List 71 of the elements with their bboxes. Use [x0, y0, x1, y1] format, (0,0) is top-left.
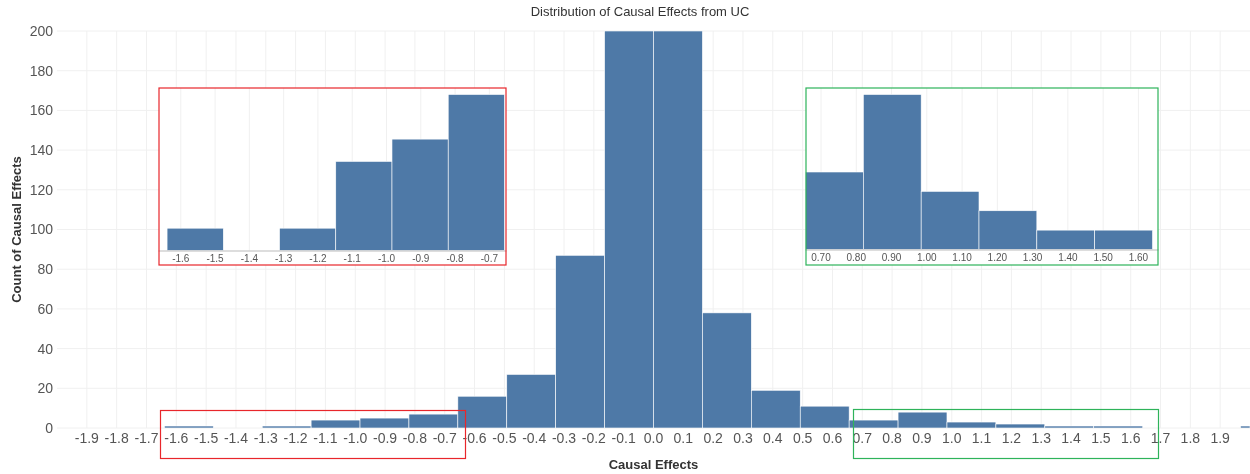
x-tick-label: 1.9: [1210, 430, 1231, 446]
x-tick-label: -1.6: [164, 430, 189, 446]
x-tick-label: -1.1: [343, 252, 361, 263]
x-tick-label: 0.70: [810, 251, 831, 262]
x-tick-label: 0.3: [733, 430, 753, 446]
x-tick-label: 1.50: [1092, 251, 1113, 262]
x-tick-label: 1.2: [1001, 430, 1022, 446]
x-tick-label: -0.8: [445, 252, 464, 263]
x-tick-label: -0.9: [373, 430, 398, 446]
x-tick-label: 0.9: [912, 430, 932, 446]
x-tick-label: 0.8: [882, 430, 903, 446]
x-tick-label: 1.5: [1091, 430, 1111, 446]
x-tick-label: -1.3: [253, 430, 279, 446]
x-tick-label: -0.2: [581, 430, 607, 446]
x-tick-label: -1.0: [343, 430, 368, 446]
x-tick-label: 1.30: [1022, 251, 1043, 262]
x-tick-label: -1.9: [74, 430, 100, 446]
x-tick-label: -0.4: [522, 430, 547, 446]
x-tick-label: 0.6: [822, 430, 843, 446]
x-tick-label: -1.7: [134, 430, 159, 446]
x-tick-label: -1.5: [194, 430, 219, 446]
x-tick-label: -0.7: [432, 430, 457, 446]
x-tick-label: 1.4: [1061, 430, 1081, 446]
x-tick-label: 1.10: [951, 251, 972, 262]
x-tick-label: -1.1: [313, 430, 338, 446]
y-tick-label: 60: [37, 300, 54, 317]
x-tick-label: 1.40: [1057, 251, 1078, 262]
x-tick-label: 1.0: [942, 430, 962, 446]
x-tick-label: -0.5: [492, 430, 517, 446]
x-tick-label: -0.3: [551, 430, 577, 446]
x-tick-label: -0.9: [411, 252, 430, 263]
y-tick-label: 20: [37, 380, 54, 397]
x-tick-label: 0.2: [703, 430, 724, 446]
y-axis-title: Count of Causal Effects: [9, 156, 24, 303]
bar: [166, 227, 224, 250]
x-tick-label: 1.3: [1031, 430, 1052, 446]
y-tick-label: 0: [45, 419, 54, 436]
x-axis-title: Causal Effects: [608, 457, 699, 472]
x-tick-label: 0.1: [673, 430, 694, 446]
x-tick-label: 1.6: [1120, 430, 1141, 446]
x-tick-label: 1.60: [1128, 251, 1149, 262]
x-tick-label: 1.20: [987, 251, 1008, 262]
x-tick-label: -1.2: [308, 252, 327, 263]
x-tick-label: 0.5: [792, 430, 813, 446]
x-tick-label: -1.6: [171, 252, 190, 263]
y-tick-label: 140: [29, 142, 54, 158]
y-tick-label: 180: [29, 62, 54, 79]
x-tick-label: -1.5: [205, 252, 224, 263]
x-tick-label: 1.00: [916, 251, 937, 262]
x-tick-label: -0.7: [480, 252, 498, 263]
x-tick-label: 0.80: [846, 251, 866, 262]
x-tick-label: 0.4: [763, 430, 783, 446]
y-tick-label: 80: [37, 261, 54, 278]
y-tick-label: 160: [29, 102, 54, 119]
chart-title: Distribution of Causal Effects from UC: [530, 4, 750, 19]
x-tick-label: -1.4: [223, 430, 249, 446]
y-tick-label: 200: [29, 22, 54, 39]
y-tick-label: 100: [29, 221, 54, 238]
x-tick-label: 1.8: [1180, 430, 1201, 446]
y-tick-label: 40: [37, 340, 54, 357]
x-tick-label: 0.0: [643, 430, 664, 446]
x-tick-label: -1.8: [104, 430, 129, 446]
x-tick-label: 1.1: [971, 430, 992, 446]
x-tick-label: -1.4: [240, 252, 258, 263]
x-tick-label: 0.90: [881, 251, 902, 262]
y-tick-label: 120: [29, 181, 54, 198]
x-tick-label: -1.3: [274, 252, 293, 263]
x-tick-label: -1.2: [283, 430, 308, 446]
x-tick-label: -0.1: [611, 430, 636, 446]
x-tick-label: -1.0: [377, 252, 396, 263]
x-tick-label: -0.8: [402, 430, 428, 446]
